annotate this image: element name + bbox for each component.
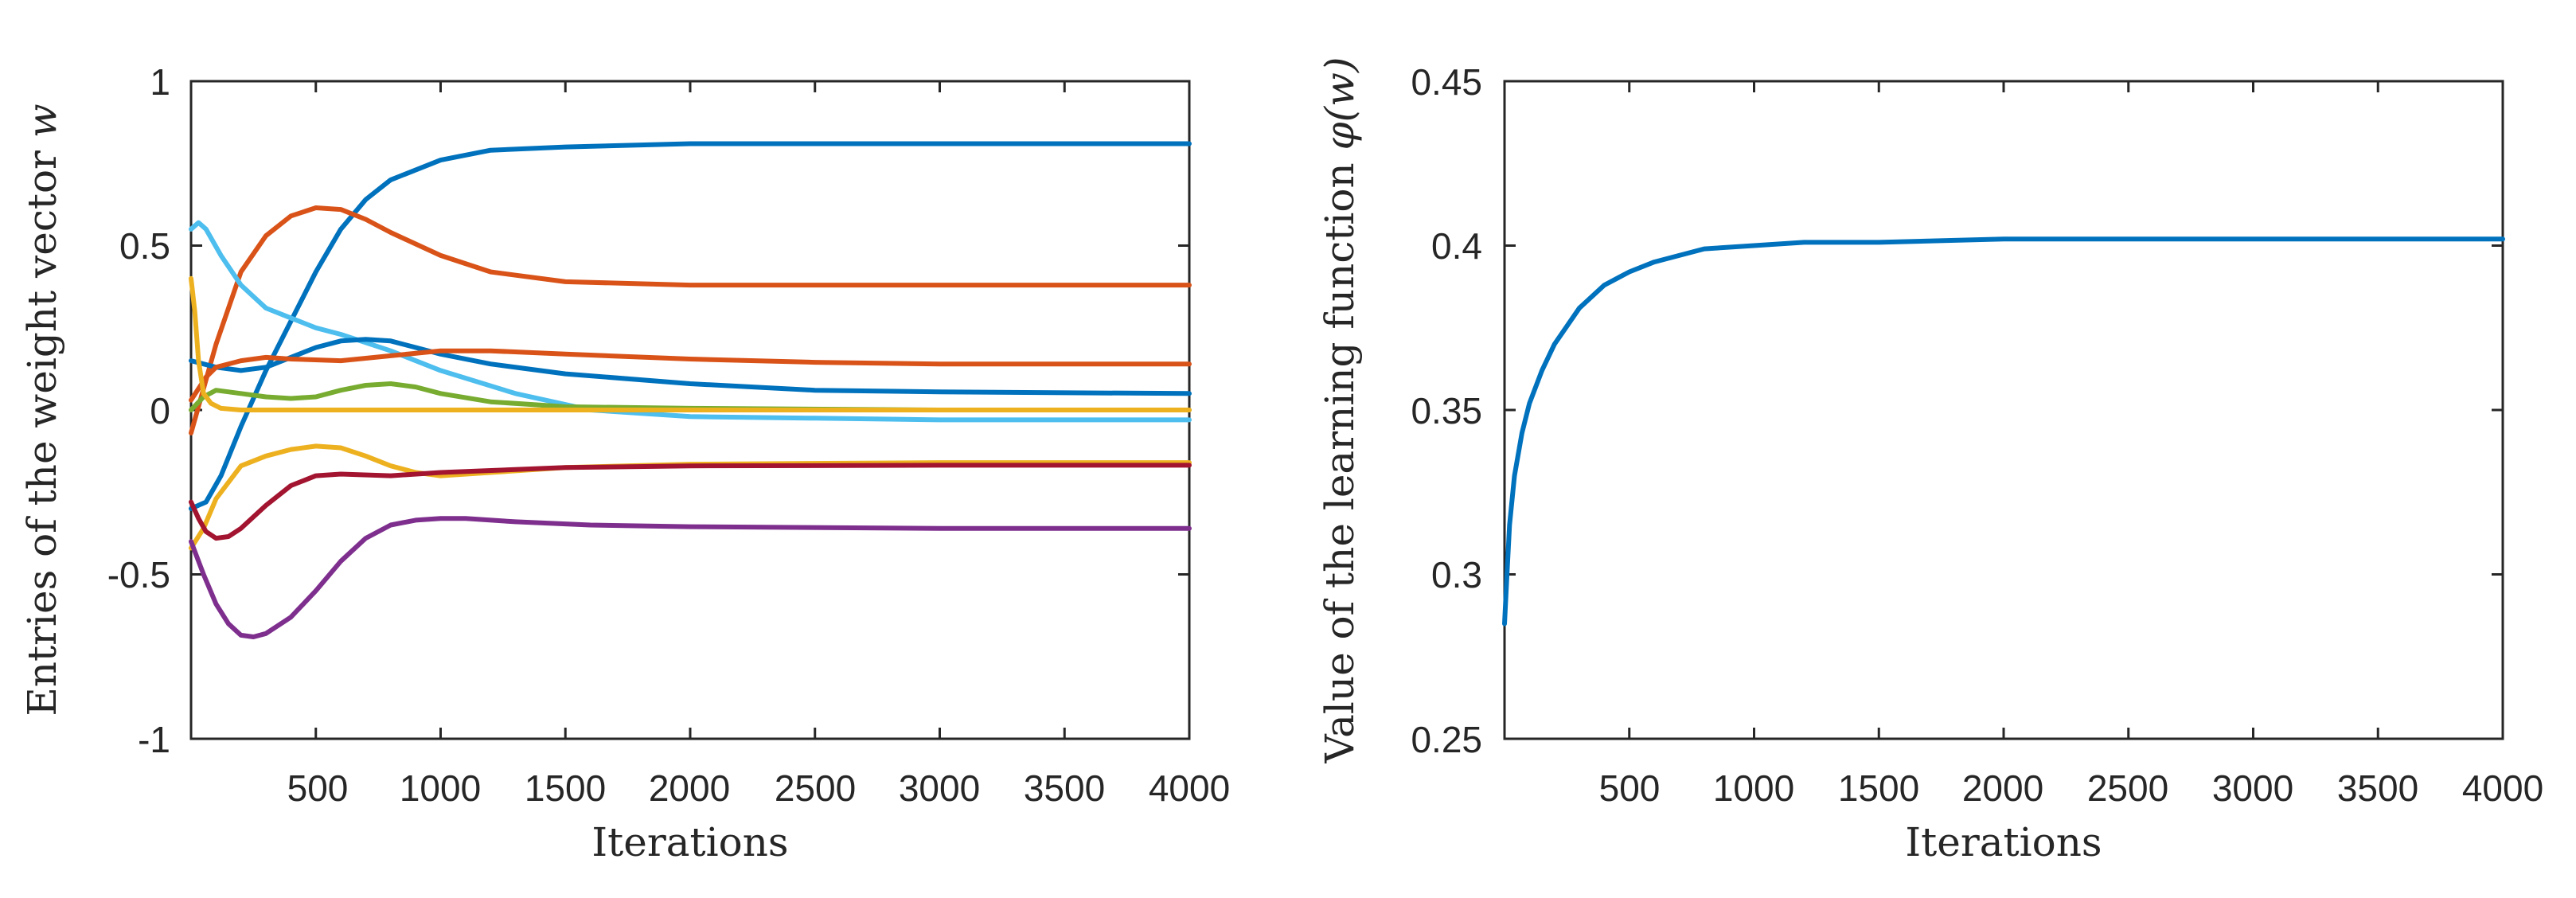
right-xtick-label-2500: 2500 [2087,767,2168,809]
right-y-tick-marks [1505,80,2503,740]
right-ytick-label-0-35: 0.35 [1411,390,1482,431]
left-series-line-w3 [189,220,1192,423]
right-y-axis-label-text: Value of the learning function [1317,162,1363,763]
left-series-line-w8 [189,443,1192,551]
right-xtick-label-500: 500 [1599,767,1661,809]
right-xtick-label-1500: 1500 [1838,767,1919,809]
left-xtick-label-4000: 4000 [1149,767,1230,809]
right-series-group [1502,236,2505,627]
left-series-group [189,141,1192,639]
left-y-axis-label-text: Entries of the weight vector [19,150,65,716]
right-xtick-label-3500: 3500 [2337,767,2418,809]
left-x-axis-label: Iterations [591,819,788,865]
right-xtick-label-3000: 3000 [2212,767,2293,809]
right-x-tick-marks [1628,81,2504,739]
left-xtick-label-3500: 3500 [1024,767,1105,809]
right-xtick-label-1000: 1000 [1713,767,1794,809]
left-ytick-label-neg1: -1 [138,719,170,760]
left-chart: 500 1000 1500 2000 2500 3000 3500 4000 -… [19,61,1230,865]
left-series-line-w7 [189,275,1192,412]
left-xtick-label-2500: 2500 [775,767,856,809]
right-y-axis-label: Value of the learning function φ(w) [1317,57,1363,764]
left-series-line-w10 [189,516,1192,639]
left-xtick-label-1500: 1500 [525,767,606,809]
left-series-line-w6 [189,381,1192,412]
right-series-line-phi [1502,236,2505,627]
left-xtick-label-2000: 2000 [649,767,730,809]
right-ytick-label-0-45: 0.45 [1411,61,1482,103]
right-ytick-label-0-25: 0.25 [1411,719,1482,760]
left-xtick-label-500: 500 [287,767,349,809]
left-xtick-label-3000: 3000 [899,767,980,809]
left-xtick-label-1000: 1000 [400,767,481,809]
right-ytick-label-0-3: 0.3 [1431,554,1482,595]
left-series-line-w2 [189,205,1192,435]
right-xtick-label-2000: 2000 [1962,767,2043,809]
left-ytick-label-0: 0 [150,390,170,431]
left-y-axis-label-symbol: w [19,103,65,138]
right-y-axis-label-symbol: φ(w) [1317,57,1363,150]
right-x-axis-label: Iterations [1905,819,2102,865]
right-chart: 500 1000 1500 2000 2500 3000 3500 4000 0… [1317,57,2543,865]
left-ytick-label-0-5: 0.5 [119,225,170,267]
left-y-axis-label: Entries of the weight vector w [19,103,65,716]
left-series-line-w9 [189,463,1192,541]
left-x-tick-marks [314,81,1191,739]
left-ytick-label-1: 1 [150,61,170,103]
right-ytick-label-0-4: 0.4 [1431,225,1482,267]
left-series-line-w5 [189,348,1192,403]
left-series-line-w4 [189,337,1192,396]
left-ytick-label-neg0-5: -0.5 [107,554,170,595]
left-series-line-w1 [189,141,1192,511]
right-xtick-label-4000: 4000 [2462,767,2543,809]
right-plot-area [1503,80,2504,740]
